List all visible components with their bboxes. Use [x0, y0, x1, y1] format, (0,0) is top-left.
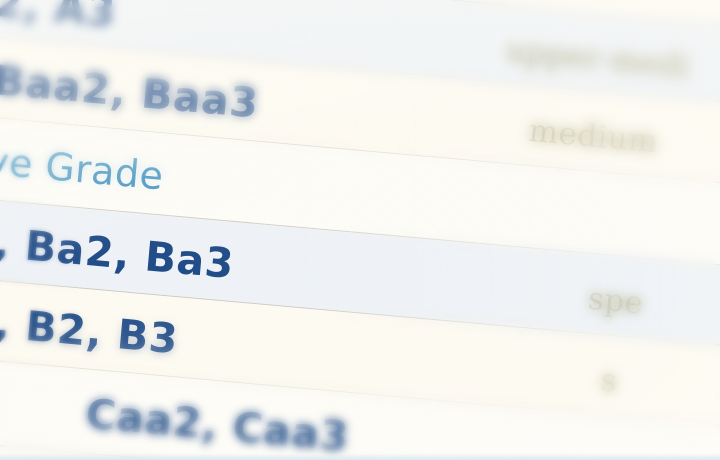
description-cell-value: s: [599, 362, 619, 400]
description-cell-value: spe: [586, 280, 645, 322]
